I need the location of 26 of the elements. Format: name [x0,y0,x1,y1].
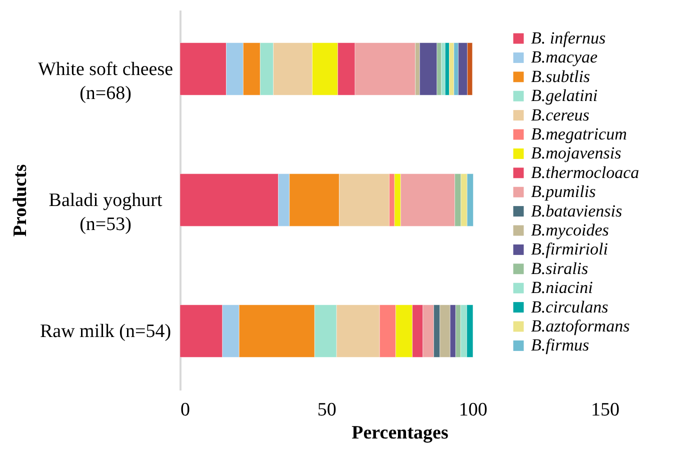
x-tick-label: 50 [317,400,336,420]
x-tick-label: 150 [591,400,620,420]
legend-label: B.subtlis [531,66,590,86]
legend-label: B.mycoides [531,220,610,240]
legend-label: B.macyae [531,48,598,67]
legend-label: B.firmus [531,336,590,355]
y-tick-label: White soft cheese (n=68) [38,58,174,104]
legend-label: B.gelatini [531,86,598,106]
legend-label: B.mojavensis [531,144,622,163]
x-tick-label: 0 [180,400,190,420]
legend-label: B.thermocloaca [531,162,640,182]
legend-label: B.circulans [531,297,609,316]
x-tick-label: 100 [458,400,488,420]
legend-label: B. infernus [531,28,606,48]
legend-label: B.aztoformans [531,316,630,336]
legend-label: B.firmirioli [531,240,608,259]
legend-label: B.megatricum [531,124,627,144]
legend-label: B.niacini [531,278,594,298]
legend-label: B.siralis [531,258,589,278]
y-tick-label: Baladi yoghurt (n=53) [48,190,163,235]
legend-label: B.pumilis [531,182,596,202]
legend-label: B.cereus [531,105,590,124]
x-axis-title: Percentages [352,422,448,444]
legend-label: B.bataviensis [531,201,623,220]
y-axis-title: Products [10,164,31,237]
y-tick-label: Raw milk (n=54) [40,321,172,342]
